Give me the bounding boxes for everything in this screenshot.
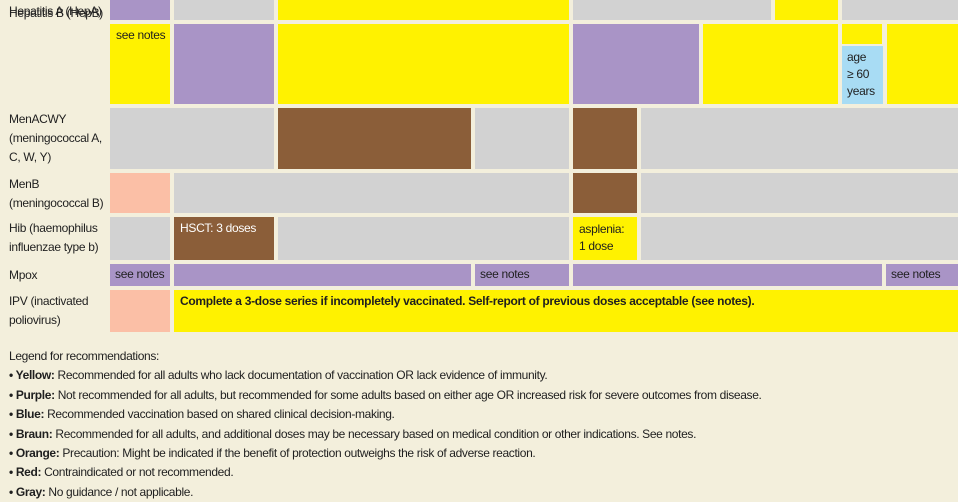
legend: Legend for recommendations: • Yellow: Re… xyxy=(9,347,762,502)
schedule-cell-gray xyxy=(573,0,771,20)
legend-title: Legend for recommendations: xyxy=(9,349,159,363)
legend-colon: : xyxy=(48,426,53,441)
schedule-cell-gray xyxy=(842,0,958,20)
row-label: Hib (haemophilus influenzae type b) xyxy=(9,221,99,254)
legend-item: • Gray: No guidance / not applicable. xyxy=(9,483,762,502)
schedule-cell-gray xyxy=(110,108,274,169)
legend-item-color: Purple xyxy=(15,387,52,402)
legend-item-color: Blue xyxy=(15,407,41,422)
legend-colon: : xyxy=(55,446,60,461)
legend-item-text: No guidance / not applicable. xyxy=(45,484,194,499)
schedule-cell-purple xyxy=(573,264,882,286)
cell-note: age ≥ 60 years xyxy=(847,50,875,98)
schedule-cell-brown xyxy=(278,108,471,169)
legend-bullet: • xyxy=(9,426,16,441)
schedule-cell-purple xyxy=(110,0,170,20)
cell-note: Complete a 3-dose series if incompletely… xyxy=(180,294,755,308)
cell-note: HSCT: 3 doses xyxy=(180,221,257,235)
legend-item-text: Recommended for all adults who lack docu… xyxy=(54,368,548,383)
schedule-cell-yellow xyxy=(775,0,838,20)
schedule-cell-yellow xyxy=(278,0,569,20)
schedule-cell-purple xyxy=(174,264,471,286)
legend-colon: : xyxy=(40,407,45,422)
schedule-cell-yellow: Complete a 3-dose series if incompletely… xyxy=(174,290,958,332)
legend-item-text: Recommended vaccination based on shared … xyxy=(44,407,395,422)
legend-item-color: Gray xyxy=(15,484,42,499)
schedule-cell-gray xyxy=(174,0,274,20)
legend-item-color: Braun xyxy=(15,426,49,441)
legend-bullet: • xyxy=(9,407,16,422)
schedule-cell-purple: see notes xyxy=(886,264,958,286)
legend-item: • Red: Contraindicated or not recommende… xyxy=(9,463,762,482)
schedule-cell-yellow: asplenia: 1 dose xyxy=(573,217,637,260)
legend-item: • Orange: Precaution: Might be indicated… xyxy=(9,444,762,463)
cell-note: see notes xyxy=(116,28,166,42)
vaccine-schedule-grid: Hepatitis A (HepA) Hepatitis B (HepB) see … xyxy=(9,0,958,332)
schedule-cell-brown xyxy=(573,173,637,213)
schedule-cell-gray xyxy=(174,173,569,213)
schedule-cell-purple xyxy=(573,24,699,104)
schedule-cell-salmon xyxy=(110,173,170,213)
schedule-cell-yellow xyxy=(703,24,838,104)
legend-bullet: • xyxy=(9,446,16,461)
schedule-cell-gray xyxy=(641,217,958,260)
legend-item-text: Contraindicated or not recommended. xyxy=(41,465,234,480)
row-label: Hepatitis B (HepB) xyxy=(9,6,103,20)
schedule-cell-gray xyxy=(110,217,170,260)
legend-item: • Yellow: Recommended for all adults who… xyxy=(9,366,762,385)
legend-colon: : xyxy=(50,368,55,383)
row-label: Mpox xyxy=(9,268,38,282)
row-label: MenACWY (meningococcal A, C, W, Y) xyxy=(9,112,102,164)
legend-item-color: Yellow xyxy=(15,368,52,383)
schedule-cell-yellow xyxy=(887,24,958,104)
legend-item-text: Precaution: Might be indicated if the be… xyxy=(59,446,536,461)
schedule-cell-purple xyxy=(174,24,274,104)
schedule-cell-yellow xyxy=(278,24,569,104)
legend-colon: : xyxy=(37,465,42,480)
legend-item-color: Red xyxy=(15,465,38,480)
cell-note: see notes xyxy=(115,267,165,281)
schedule-cell-purple: see notes xyxy=(110,264,170,286)
legend-item-text: Not recommended for all adults, but reco… xyxy=(54,387,762,402)
schedule-cell-salmon xyxy=(110,290,170,332)
schedule-cell-gray xyxy=(641,108,958,169)
schedule-cell-blue: age ≥ 60 years xyxy=(842,46,883,104)
legend-colon: : xyxy=(41,484,46,499)
row-label: MenB (meningococcal B) xyxy=(9,177,104,210)
cell-note: see notes xyxy=(891,267,941,281)
legend-item: • Braun: Recommended for all adults, and… xyxy=(9,425,762,444)
legend-item-text: Recommended for all adults, and addition… xyxy=(52,426,697,441)
schedule-cell-gray xyxy=(475,108,569,169)
schedule-cell-purple: see notes xyxy=(475,264,569,286)
schedule-cell-brown xyxy=(573,108,637,169)
schedule-cell-gray xyxy=(278,217,569,260)
schedule-cell-yellow xyxy=(842,24,882,44)
legend-item: • Purple: Not recommended for all adults… xyxy=(9,386,762,405)
legend-item: • Blue: Recommended vaccination based on… xyxy=(9,405,762,424)
legend-bullet: • xyxy=(9,387,16,402)
legend-item-color: Orange xyxy=(15,446,56,461)
row-label: Hepatitis A (HepA) xyxy=(9,4,102,18)
schedule-cell-brown: HSCT: 3 doses xyxy=(174,217,274,260)
row-label: IPV (inactivated poliovirus) xyxy=(9,294,89,327)
schedule-cell-gray xyxy=(641,173,958,213)
legend-bullet: • xyxy=(9,465,16,480)
schedule-cell-yellow: see notes xyxy=(110,24,170,104)
legend-bullet: • xyxy=(9,484,16,499)
legend-items: • Yellow: Recommended for all adults who… xyxy=(9,366,762,502)
legend-colon: : xyxy=(51,387,55,402)
cell-note: see notes xyxy=(480,267,530,281)
legend-bullet: • xyxy=(9,368,16,383)
cell-note: asplenia: 1 dose xyxy=(579,222,625,253)
